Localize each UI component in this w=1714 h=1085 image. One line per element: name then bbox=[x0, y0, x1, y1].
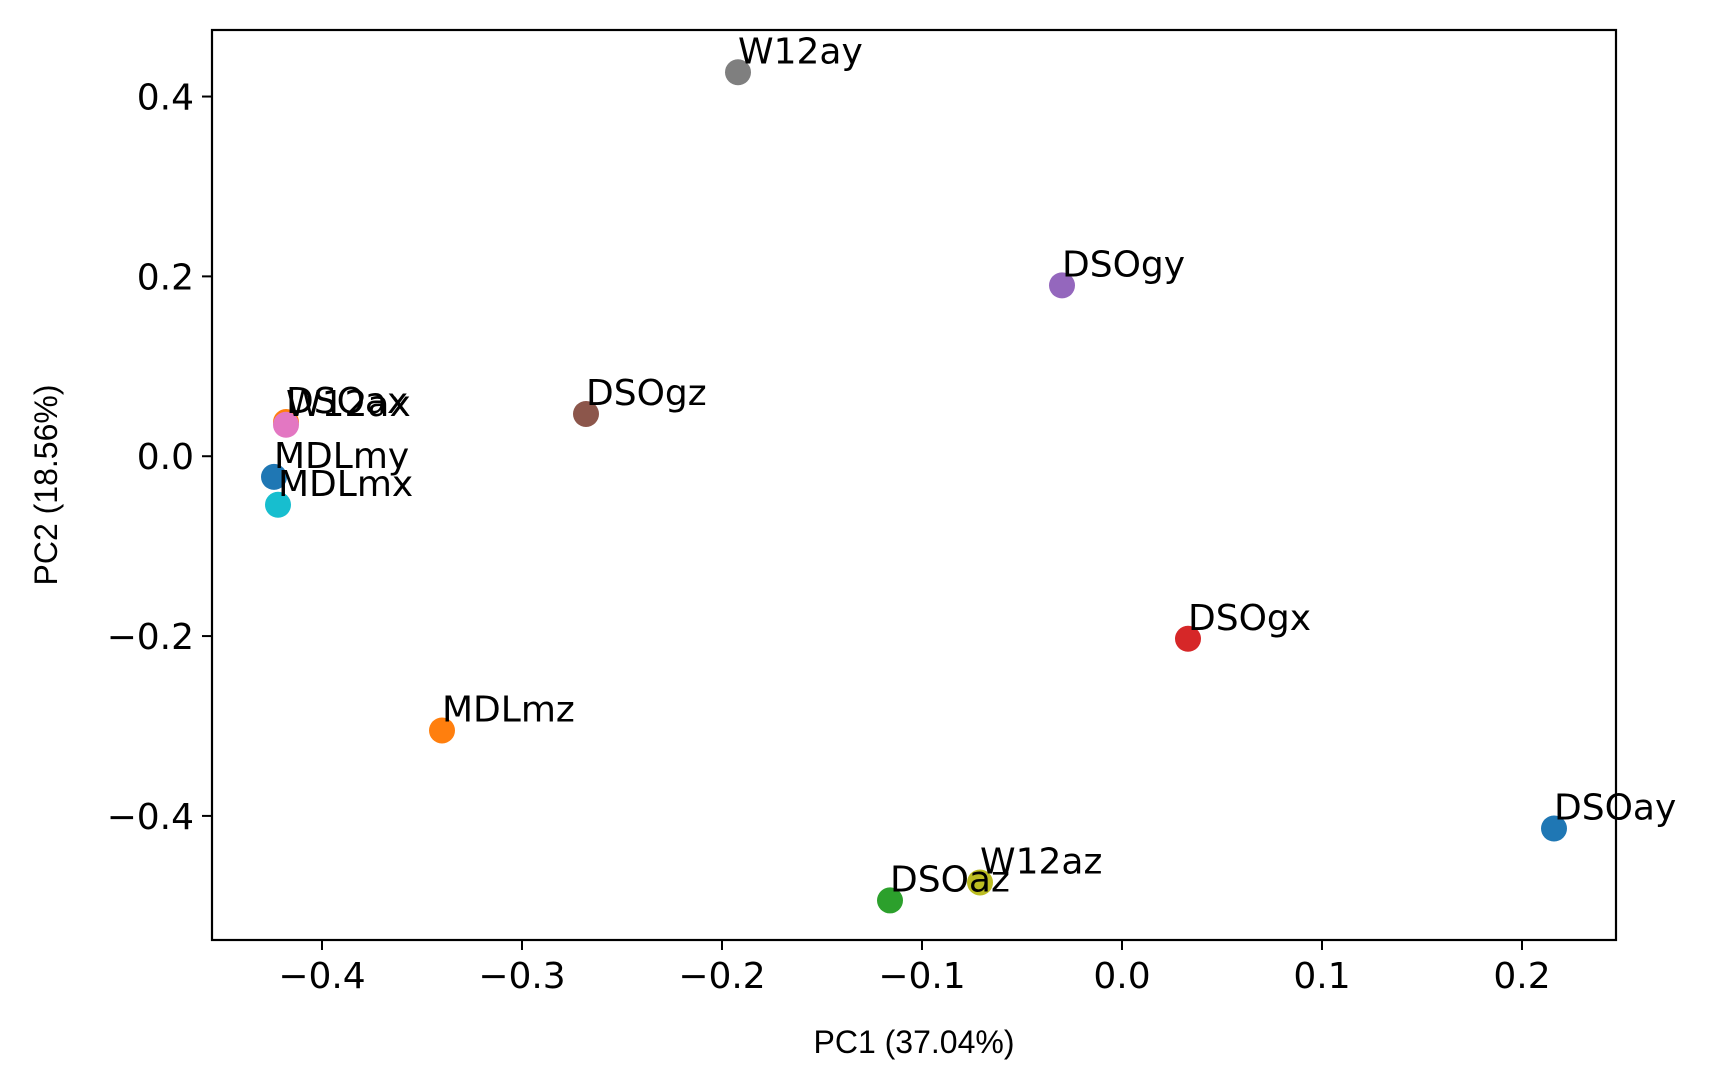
scatter-point-dsogx bbox=[1175, 625, 1201, 652]
point-label-w12az: W12az bbox=[980, 841, 1102, 882]
plot-frame bbox=[210, 28, 1618, 942]
scatter-point-dsogz bbox=[573, 400, 599, 427]
x-axis-ticks: −0.4 −0.3 −0.2 −0.1 0.0 0.1 0.2 bbox=[278, 940, 1551, 997]
point-label-dsogx: DSOgx bbox=[1188, 598, 1311, 639]
scatter-point-w12az bbox=[967, 869, 993, 896]
x-tick-label: −0.1 bbox=[878, 956, 965, 997]
x-tick-label: 0.2 bbox=[1493, 956, 1550, 997]
y-tick-label: 0.2 bbox=[137, 257, 194, 298]
y-tick-label: 0.0 bbox=[137, 437, 194, 478]
point-label-mdlmy: MDLmy bbox=[274, 436, 409, 477]
y-tick-label: −0.4 bbox=[107, 797, 194, 838]
point-label-dsogy: DSOgy bbox=[1062, 244, 1185, 285]
scatter-point-mdlmy bbox=[261, 463, 287, 490]
scatter-point-dsogy bbox=[1049, 272, 1075, 299]
point-label-mdlmx: MDLmx bbox=[278, 464, 413, 505]
y-axis-title: PC2 (18.56%) bbox=[28, 385, 64, 586]
point-label-dsogz: DSOgz bbox=[586, 373, 707, 414]
point-label-dsoax: DSOax bbox=[286, 381, 408, 422]
y-axis-ticks: −0.4 −0.2 0.0 0.2 0.4 bbox=[107, 78, 212, 838]
x-tick-label: 0.0 bbox=[1093, 956, 1150, 997]
point-label-dsoaz: DSOaz bbox=[890, 859, 1010, 900]
point-labels: DSOaxDSOayDSOazDSOgxDSOgyDSOgzW12axW12ay… bbox=[274, 31, 1676, 900]
plot-marks bbox=[261, 59, 1567, 914]
x-axis-title: PC1 (37.04%) bbox=[814, 1024, 1015, 1060]
scatter-point-mdlmx bbox=[265, 491, 291, 518]
point-label-mdlmz: MDLmz bbox=[442, 689, 575, 730]
scatter-point-mdlmz bbox=[429, 717, 455, 744]
x-tick-label: 0.1 bbox=[1293, 956, 1350, 997]
scatter-point-w12ay bbox=[725, 59, 751, 86]
x-tick-label: −0.3 bbox=[478, 956, 565, 997]
y-tick-label: −0.2 bbox=[107, 617, 194, 658]
point-label-w12ay: W12ay bbox=[738, 31, 863, 72]
scatter-point-w12ax bbox=[273, 411, 299, 438]
x-tick-label: −0.4 bbox=[278, 956, 365, 997]
y-tick-label: 0.4 bbox=[137, 78, 194, 119]
point-label-w12ax: W12ax bbox=[286, 384, 411, 425]
x-tick-label: −0.2 bbox=[678, 956, 765, 997]
scatter-point-dsoay bbox=[1541, 815, 1567, 842]
scatter-point-dsoaz bbox=[877, 887, 903, 914]
